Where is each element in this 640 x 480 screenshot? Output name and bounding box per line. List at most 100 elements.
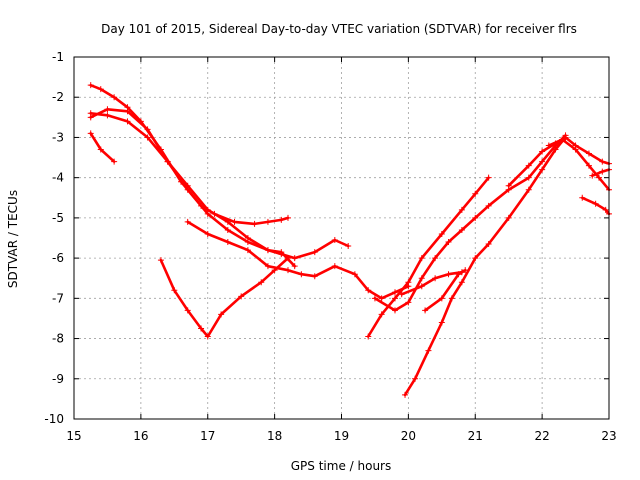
data-point [585, 150, 592, 157]
data-point [472, 214, 479, 221]
data-point [285, 267, 291, 274]
y-tick-label: -10 [44, 412, 64, 426]
data-point [599, 158, 606, 165]
data-point [552, 146, 559, 153]
data-point [392, 307, 398, 314]
y-tick-label: -2 [52, 90, 64, 104]
data-point [545, 142, 552, 149]
series-line [89, 83, 290, 226]
data-point [184, 307, 191, 314]
data-point [539, 158, 546, 165]
data-point [438, 230, 445, 237]
data-point [124, 108, 131, 115]
data-point [144, 126, 151, 133]
data-point [258, 279, 265, 286]
data-point [472, 190, 479, 197]
series-arc-9 [402, 134, 569, 398]
data-point [572, 146, 579, 153]
data-point [184, 218, 191, 225]
y-tick-label: -3 [52, 130, 64, 144]
x-tick-label: 16 [133, 429, 148, 443]
x-tick-label: 23 [601, 429, 616, 443]
series-arc-7 [365, 174, 492, 340]
data-point [311, 273, 318, 280]
chart-title: Day 101 of 2015, Sidereal Day-to-day VTE… [101, 22, 577, 36]
data-point [592, 200, 599, 207]
y-axis-label: SDTVAR / TECUs [6, 190, 20, 288]
data-point [599, 168, 606, 175]
data-point [398, 291, 405, 298]
data-point [562, 134, 569, 141]
data-point [351, 271, 358, 278]
data-point [298, 271, 305, 278]
data-point [458, 206, 465, 213]
series-line [89, 108, 297, 268]
data-point [485, 202, 492, 209]
x-tick-label: 22 [534, 429, 549, 443]
data-point [405, 279, 412, 286]
data-point [184, 186, 191, 193]
series-line [580, 196, 611, 216]
data-point [445, 239, 452, 246]
series-arc-8 [371, 132, 569, 314]
data-point [559, 136, 566, 143]
y-tick-label: -1 [52, 50, 64, 64]
data-point [231, 218, 238, 225]
grid [74, 57, 609, 419]
x-tick-label: 17 [200, 429, 215, 443]
data-point [432, 255, 439, 262]
data-point [365, 287, 372, 294]
data-point [285, 214, 291, 221]
data-point [111, 158, 118, 165]
data-point [157, 257, 164, 264]
data-point [331, 263, 338, 270]
data-point [378, 295, 385, 302]
series-layer [87, 82, 612, 398]
data-point [458, 226, 465, 233]
y-tick-label: -8 [52, 332, 64, 346]
data-point [171, 287, 178, 294]
data-point [204, 230, 211, 237]
series-line [547, 138, 611, 191]
data-point [204, 210, 211, 217]
data-point [291, 255, 298, 262]
data-point [251, 220, 258, 227]
y-tick-label: -6 [52, 251, 64, 265]
data-point [278, 249, 285, 256]
data-point [345, 243, 352, 250]
series-arc-1 [87, 82, 291, 227]
data-point [405, 299, 412, 306]
data-point [244, 239, 251, 246]
data-point [425, 347, 432, 354]
data-point [539, 148, 546, 155]
x-tick-label: 15 [66, 429, 81, 443]
data-point [204, 333, 211, 340]
data-point [97, 86, 104, 93]
data-point [311, 249, 318, 256]
data-point [164, 158, 171, 165]
x-tick-label: 19 [334, 429, 349, 443]
series-arc-13 [545, 136, 612, 193]
data-point [111, 94, 118, 101]
y-tick-label: -4 [52, 171, 64, 185]
series-arc-4 [87, 130, 118, 165]
series-arc-5 [184, 218, 412, 302]
data-point [602, 206, 609, 213]
series-arc-11 [422, 267, 469, 314]
data-point [418, 283, 425, 290]
x-tick-label: 20 [401, 429, 416, 443]
data-point [264, 247, 271, 254]
data-point [595, 174, 602, 181]
data-point [291, 263, 298, 270]
data-point [144, 134, 151, 141]
data-point [485, 174, 492, 181]
series-line [89, 112, 350, 260]
series-line [423, 268, 467, 312]
data-point [438, 319, 445, 326]
data-point [458, 279, 465, 286]
data-point [218, 311, 225, 318]
data-point [455, 271, 462, 278]
data-point [285, 255, 291, 262]
data-point [244, 247, 251, 254]
x-tick-label: 21 [468, 429, 483, 443]
